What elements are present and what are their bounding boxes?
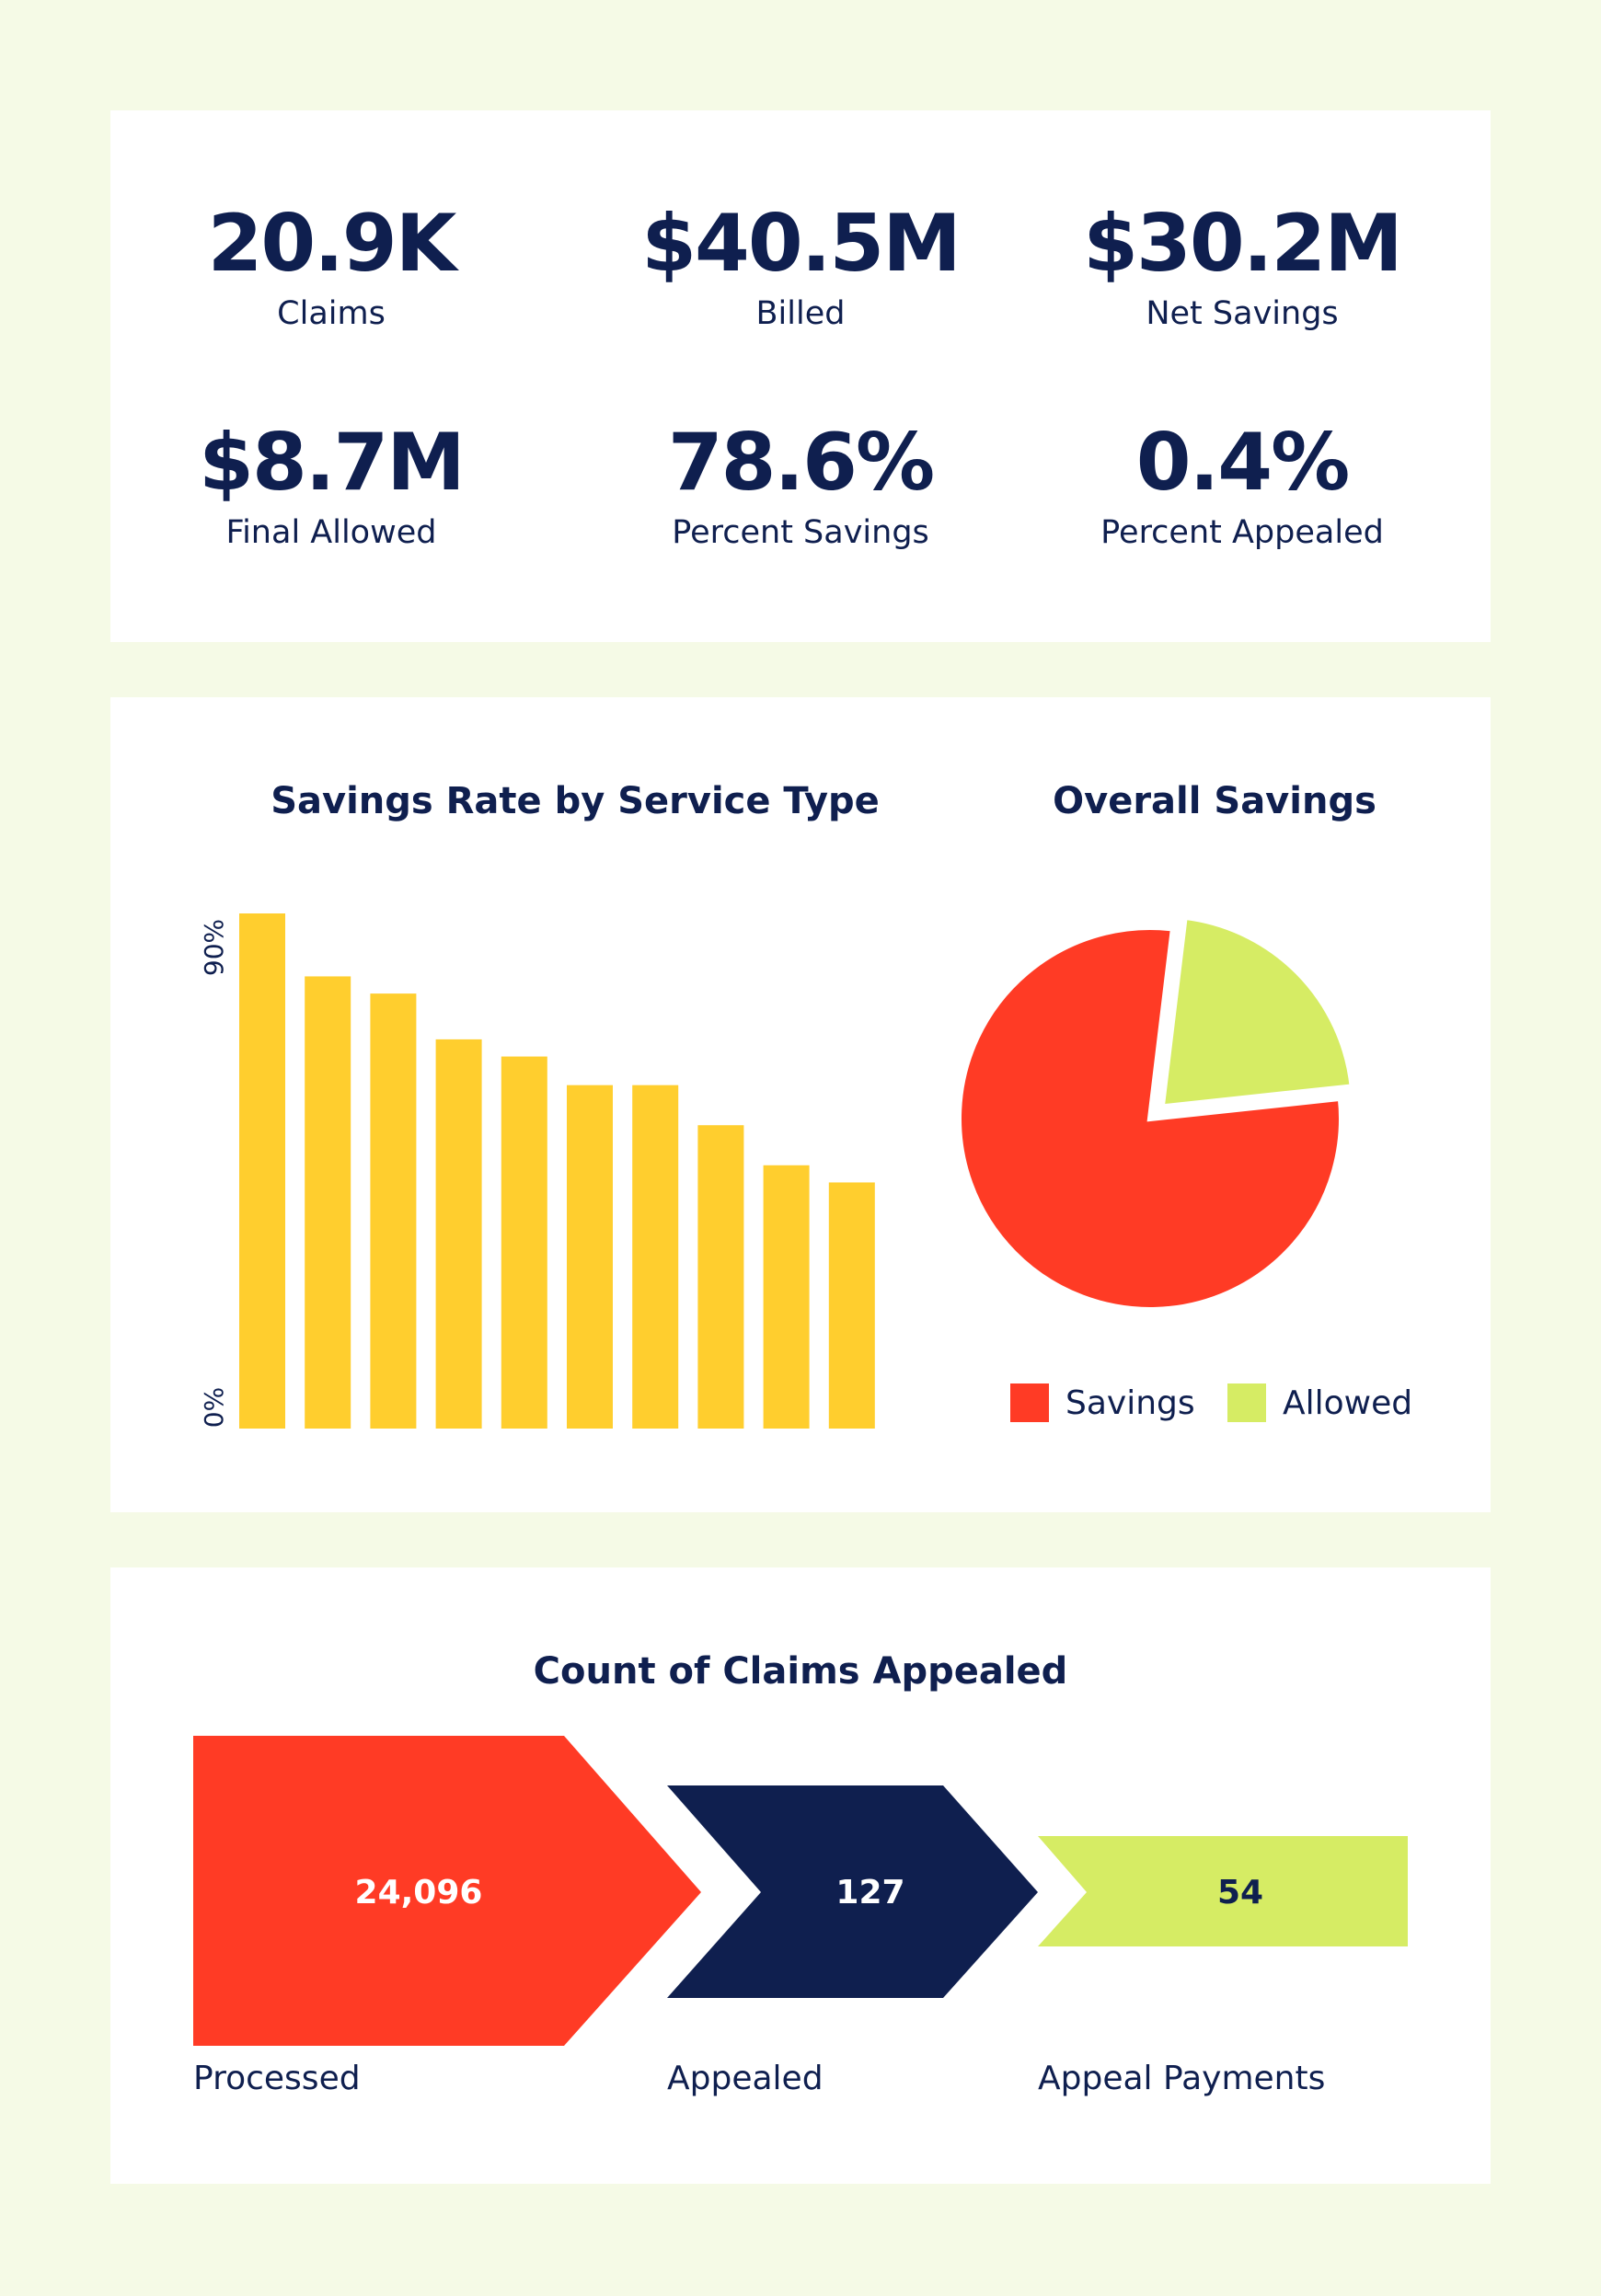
bar-6	[567, 1085, 613, 1429]
kpi-billed: $40.5M Billed	[607, 198, 994, 334]
funnel-label-appeal-payments: Appeal Payments	[1038, 2060, 1326, 2097]
funnel-stage-appealed	[667, 1785, 1038, 1998]
bar-10	[828, 1182, 875, 1429]
charts-card: Savings Rate by Service Type Overall Sav…	[110, 697, 1491, 1512]
kpi-value: 78.6%	[667, 417, 935, 509]
kpi-label: Percent Savings	[672, 514, 929, 551]
pie-slice-allowed	[1158, 913, 1355, 1110]
legend-savings: Savings	[1010, 1383, 1195, 1422]
legend-swatch-savings	[1010, 1383, 1049, 1422]
funnel-stage-appeal-payments	[1038, 1836, 1408, 1946]
funnel-chart: 24,096 127 54	[193, 1736, 1408, 2046]
pie-chart-title: Overall Savings	[1053, 780, 1376, 822]
funnel-value: 54	[1217, 1874, 1263, 1911]
funnel-label-appealed: Appealed	[667, 2060, 824, 2097]
kpi-card: 20.9K Claims $40.5M Billed $30.2M Net Sa…	[110, 110, 1491, 642]
kpi-label: Percent Appealed	[1100, 514, 1384, 551]
kpi-label: Claims	[277, 295, 386, 332]
funnel-value: 127	[835, 1874, 904, 1911]
legend-label: Allowed	[1283, 1383, 1413, 1422]
funnel-card: Count of Claims Appealed 24,096 127 54 P…	[110, 1567, 1491, 2184]
y-tick-label: 0%	[199, 1387, 229, 1428]
kpi-value: $30.2M	[1083, 198, 1403, 290]
bar-chart: 90% 0%	[199, 913, 875, 1429]
kpi-claims: 20.9K Claims	[138, 198, 524, 334]
bar-3	[370, 993, 417, 1429]
kpi-value: $40.5M	[641, 198, 962, 290]
kpi-value: 20.9K	[207, 198, 457, 290]
kpi-value: 0.4%	[1135, 417, 1351, 509]
kpi-net-savings: $30.2M Net Savings	[1049, 198, 1435, 334]
kpi-label: Final Allowed	[225, 514, 437, 551]
y-tick-label: 90%	[199, 919, 229, 976]
kpi-percent-savings: 78.6% Percent Savings	[607, 417, 994, 553]
bar-4	[435, 1039, 482, 1429]
bar-8	[697, 1125, 744, 1429]
bar-1	[239, 913, 285, 1429]
funnel-title: Count of Claims Appealed	[533, 1650, 1068, 1693]
kpi-final-allowed: $8.7M Final Allowed	[138, 417, 524, 553]
kpi-percent-appealed: 0.4% Percent Appealed	[1049, 417, 1435, 553]
pie-chart	[957, 913, 1355, 1313]
funnel-label-processed: Processed	[193, 2060, 361, 2097]
legend-swatch-allowed	[1227, 1383, 1266, 1422]
kpi-label: Net Savings	[1146, 295, 1339, 332]
bar-9	[763, 1165, 810, 1429]
legend-allowed: Allowed	[1227, 1383, 1412, 1422]
pie-slice-savings	[957, 924, 1344, 1313]
bar-5	[501, 1056, 547, 1429]
funnel-value: 24,096	[355, 1874, 483, 1911]
funnel-stage-processed	[193, 1736, 701, 2046]
bar-7	[632, 1085, 679, 1429]
bar-chart-title: Savings Rate by Service Type	[271, 780, 880, 822]
kpi-label: Billed	[755, 295, 846, 332]
kpi-value: $8.7M	[199, 417, 466, 509]
bar-2	[305, 976, 351, 1429]
legend-label: Savings	[1065, 1383, 1195, 1422]
